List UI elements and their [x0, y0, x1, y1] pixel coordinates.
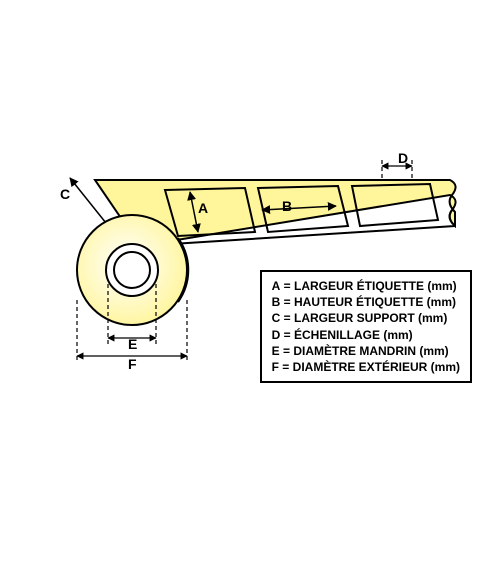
legend-row-E: E = DIAMÈTRE MANDRIN (mm): [272, 343, 460, 359]
legend-row-D: D = ÉCHENILLAGE (mm): [272, 327, 460, 343]
legend-row-F: F = DIAMÈTRE EXTÉRIEUR (mm): [272, 359, 460, 375]
label-F: F: [128, 356, 137, 372]
legend-box: A = LARGEUR ÉTIQUETTE (mm) B = HAUTEUR É…: [260, 270, 472, 383]
label-A: A: [198, 200, 208, 216]
label-D: D: [398, 150, 408, 166]
label-C: C: [60, 186, 70, 202]
legend-row-A: A = LARGEUR ÉTIQUETTE (mm): [272, 278, 460, 294]
legend-row-C: C = LARGEUR SUPPORT (mm): [272, 310, 460, 326]
label-B: B: [282, 198, 292, 214]
label-E: E: [128, 336, 137, 352]
legend-row-B: B = HAUTEUR ÉTIQUETTE (mm): [272, 294, 460, 310]
roll-core-inner: [114, 252, 150, 288]
